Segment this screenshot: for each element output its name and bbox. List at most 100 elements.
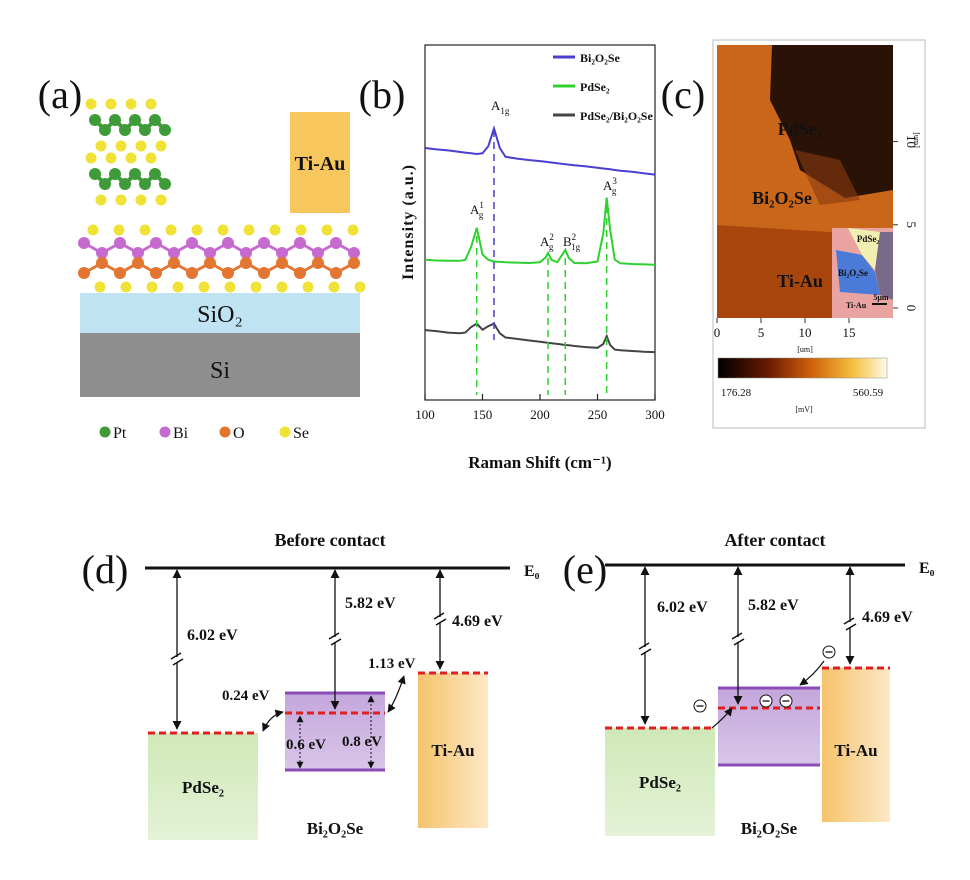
break-gap — [846, 622, 854, 628]
break-mark — [638, 642, 650, 650]
peak-label: A3 g — [603, 176, 617, 196]
x-tick-label: 100 — [415, 407, 435, 422]
panel-label: (e) — [563, 547, 607, 592]
legend-swatch — [99, 426, 111, 438]
atom — [135, 194, 147, 206]
peak-label-sup: 2 — [549, 232, 554, 242]
region-label: Bi₂O₂Se — [752, 188, 812, 208]
atom — [89, 168, 101, 180]
atom — [302, 281, 314, 293]
atom — [312, 247, 324, 259]
atom — [276, 281, 288, 293]
legend-label: PdSe₂/Bi₂O₂Se — [580, 109, 653, 123]
vacuum-label: E₀ — [524, 563, 540, 580]
atom — [109, 168, 121, 180]
atom — [139, 178, 151, 190]
y-axis-label: Intensity (a.u.) — [400, 164, 417, 280]
x-axis-label: [um] — [797, 345, 813, 354]
atom — [150, 237, 162, 249]
break-mark — [845, 623, 857, 631]
spectrum-line — [424, 197, 656, 266]
peak-label: A2 g — [540, 232, 554, 252]
atom — [348, 247, 360, 259]
diagram-title: Before contact — [274, 530, 385, 550]
peak-label-sup: 3 — [612, 176, 617, 186]
atom — [159, 124, 171, 136]
peak-label: B2 1g — [563, 232, 581, 252]
x-tick-label: 300 — [645, 407, 665, 422]
x-axis-label: Raman Shift (cm⁻¹) — [468, 453, 611, 472]
atom — [186, 267, 198, 279]
break-gap — [173, 657, 181, 663]
colorbar — [717, 357, 888, 379]
break-gap — [734, 637, 742, 643]
atom — [109, 114, 121, 126]
atom — [172, 281, 184, 293]
atom — [186, 237, 198, 249]
energy-label: 4.69 eV — [862, 609, 913, 626]
atom — [135, 140, 147, 152]
break-gap — [436, 617, 444, 623]
atom — [96, 247, 108, 259]
energy-label: 6.02 eV — [187, 627, 238, 644]
panel-label: (b) — [359, 72, 406, 117]
atom — [129, 168, 141, 180]
break-gap — [331, 637, 339, 643]
atom — [155, 194, 167, 206]
material-label: PdSe₂ — [639, 773, 681, 792]
atom — [330, 237, 342, 249]
curved-arrow — [262, 709, 284, 732]
panel-label: (c) — [661, 72, 705, 117]
y-tick-label: 0 — [904, 305, 919, 312]
inset-label: Bi₂O₂Se — [838, 268, 868, 278]
y-axis-label: [um] — [912, 132, 921, 148]
atom — [191, 224, 203, 236]
atom — [96, 257, 108, 269]
atom — [224, 281, 236, 293]
panel-label: (d) — [82, 547, 129, 592]
break-mark — [733, 638, 745, 646]
region-label: PdSe₂ — [778, 119, 822, 139]
inset-label: PdSe₂ — [857, 234, 880, 244]
layer-label: SiO₂ — [197, 302, 243, 328]
atom — [198, 281, 210, 293]
atom — [99, 124, 111, 136]
colorbar-min: 176.28 — [721, 387, 752, 399]
y-tick-label: 10 — [904, 135, 919, 148]
electrode-label: Ti-Au — [295, 153, 346, 175]
peak-label: A1g — [491, 98, 510, 116]
atom — [132, 257, 144, 269]
atom — [99, 178, 111, 190]
bandgap-label: 0.8 eV — [342, 734, 382, 750]
peak-label-sub: 1g — [500, 106, 510, 116]
break-mark — [731, 632, 743, 640]
atom — [354, 281, 366, 293]
peak-label-base: B — [563, 234, 572, 249]
atom — [114, 267, 126, 279]
atom — [312, 257, 324, 269]
peak-label-sub: g — [479, 210, 484, 220]
x-tick-label: 250 — [588, 407, 608, 422]
atom — [240, 247, 252, 259]
atom — [113, 224, 125, 236]
atom — [222, 267, 234, 279]
peak-label-sup: 1 — [479, 200, 484, 210]
plot-frame — [424, 44, 656, 401]
y-tick-label: 5 — [904, 222, 919, 229]
atom — [115, 194, 127, 206]
material-label: Bi₂O₂Se — [741, 819, 798, 838]
break-mark — [170, 652, 182, 660]
atom — [89, 114, 101, 126]
panel-label: (a) — [38, 72, 82, 117]
diagram-title: After contact — [724, 530, 825, 550]
atom — [294, 267, 306, 279]
spectrum-line — [424, 322, 656, 354]
atom — [347, 224, 359, 236]
peak-label-base: A — [470, 202, 480, 217]
break-mark — [330, 638, 342, 646]
atom — [294, 237, 306, 249]
atom — [146, 281, 158, 293]
legend-label: Se — [293, 425, 309, 442]
